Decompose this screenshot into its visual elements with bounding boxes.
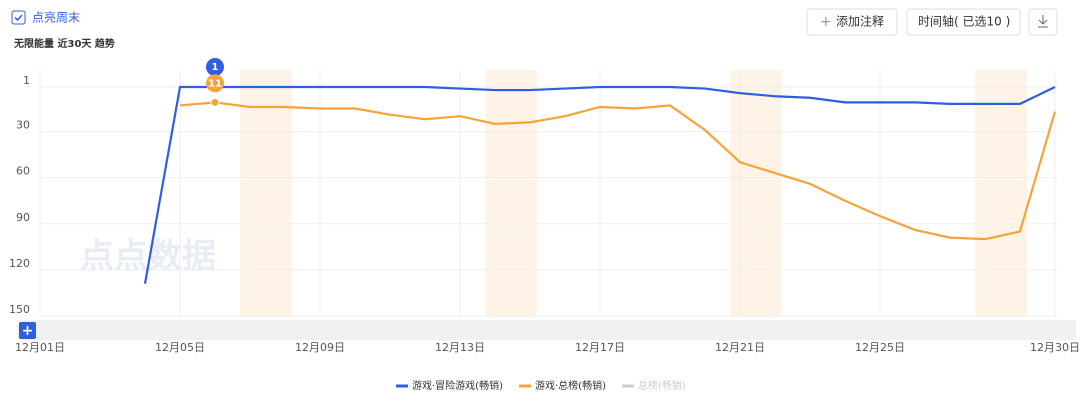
add-note-button[interactable] (806, 8, 898, 36)
annotation-text: 1 (212, 62, 219, 73)
y-tick-label: 1 (23, 74, 30, 87)
x-tick-label: 12月09日 (295, 341, 345, 354)
x-tick-label: 12月21日 (715, 341, 765, 354)
weekend-band (240, 70, 292, 316)
weekend-band (485, 70, 537, 316)
add-note-label: 添加注释 (836, 14, 884, 29)
x-tick-label: 12月30日 (1030, 341, 1080, 354)
subtitle: 无限能量 近30天 趋势 (13, 37, 115, 50)
y-tick-label: 90 (16, 211, 30, 224)
check (14, 14, 23, 22)
x-tick-label: 12月05日 (155, 341, 205, 354)
y-tick-label: 60 (16, 165, 30, 178)
weekend-band (730, 70, 782, 316)
weekend-toggle[interactable]: 点亮周末 (32, 10, 80, 25)
legend-label: 游戏·冒险游戏(畅销) (412, 379, 503, 392)
annotation-badge (206, 74, 224, 93)
download-icon (1038, 15, 1048, 28)
point-marker (210, 97, 220, 107)
y-tick-label: 30 (16, 119, 30, 132)
annotation-badge (206, 58, 224, 76)
y-tick-label: 150 (9, 303, 30, 316)
scrollbar (18, 320, 1076, 340)
timeline-button[interactable] (906, 8, 1021, 36)
x-tick-label: 12月13日 (435, 341, 485, 354)
series-line (143, 85, 1056, 284)
series-line (179, 101, 1057, 241)
legend-label: 总榜(畅销) (638, 379, 686, 392)
plus-icon: + (820, 14, 832, 30)
checkbox[interactable] (11, 10, 26, 25)
timeline-label: 时间轴( 已选10 ) (918, 14, 1010, 29)
y-tick-label: 120 (9, 257, 30, 270)
annotation-text: 11 (208, 78, 222, 89)
x-tick-label: 12月01日 (15, 341, 65, 354)
x-tick-label: 12月25日 (855, 341, 905, 354)
x-tick-label: 12月17日 (575, 341, 625, 354)
expand-icon: + (22, 323, 34, 339)
weekend-band (975, 70, 1027, 316)
legend-label: 游戏·总榜(畅销) (535, 379, 606, 392)
expand-button[interactable] (19, 322, 36, 339)
